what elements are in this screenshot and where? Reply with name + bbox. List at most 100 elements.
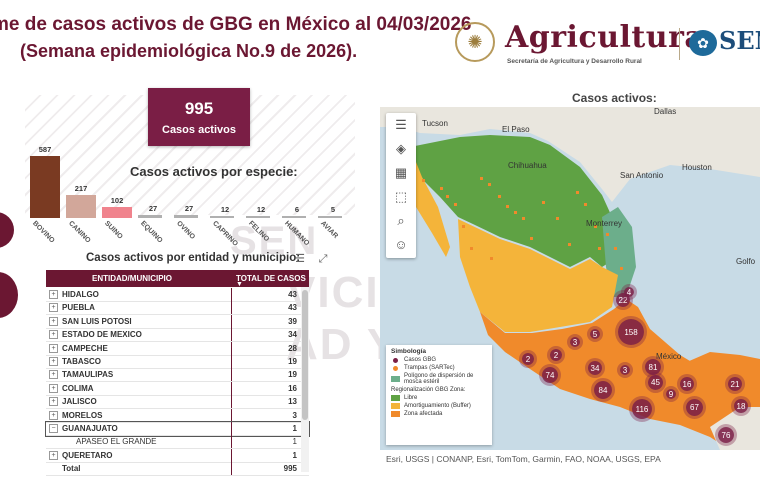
total-cases-card: 995 Casos activos <box>148 88 250 146</box>
case-cluster[interactable]: 5 <box>590 329 600 339</box>
expand-row-icon[interactable]: + <box>49 397 58 407</box>
case-cluster[interactable]: 67 <box>686 399 703 416</box>
case-cluster[interactable]: 21 <box>728 377 742 391</box>
species-bar-value: 5 <box>330 205 336 214</box>
species-bar-felino[interactable] <box>246 216 270 218</box>
row-divider <box>231 448 232 462</box>
row-total: 995 <box>283 464 297 474</box>
species-bar-equino[interactable] <box>138 215 162 218</box>
case-cluster[interactable]: 84 <box>594 381 612 399</box>
expand-row-icon[interactable]: + <box>49 410 58 420</box>
row-total: 3 <box>292 410 297 420</box>
table-row[interactable]: + TAMAULIPAS 19 <box>46 368 309 383</box>
case-cluster[interactable]: 45 <box>648 375 663 390</box>
side-decoration <box>0 272 18 318</box>
table-row[interactable]: + PUEBLA 43 <box>46 301 309 316</box>
case-cluster[interactable]: 74 <box>542 367 558 383</box>
row-divider <box>231 288 232 301</box>
expand-row-icon[interactable]: + <box>49 343 58 353</box>
row-entity: HIDALGO <box>62 290 99 299</box>
case-cluster[interactable]: 3 <box>620 365 630 375</box>
species-bar-aviar[interactable] <box>318 216 342 218</box>
table-row[interactable]: + MORELOS 3 <box>46 408 309 423</box>
expand-row-icon[interactable]: + <box>49 357 58 366</box>
row-entity: CAMPECHE <box>62 343 108 353</box>
species-bar-suino[interactable] <box>102 207 132 218</box>
collapse-row-icon[interactable]: − <box>49 424 58 433</box>
species-bar-ovino[interactable] <box>174 215 198 218</box>
case-cluster[interactable]: 116 <box>632 399 652 419</box>
expand-row-icon[interactable]: + <box>49 370 58 380</box>
expand-row-icon[interactable]: + <box>49 290 58 299</box>
city-dallas: Dallas <box>654 107 677 116</box>
page-title: me de casos activos de GBG en México al … <box>0 12 471 64</box>
select-area-icon[interactable]: ⬚ <box>394 189 408 204</box>
species-bar-canino[interactable] <box>66 195 96 218</box>
species-bar-category: OVINO <box>175 220 196 241</box>
species-bar-caprino[interactable] <box>210 216 234 218</box>
usa-land <box>380 107 760 202</box>
side-decoration <box>0 212 14 248</box>
case-cluster[interactable]: 81 <box>645 359 661 375</box>
row-entity: PUEBLA <box>62 303 95 313</box>
species-bar-category: AVIAR <box>319 220 340 240</box>
species-chart-title: Casos activos por especie: <box>130 164 298 179</box>
city-mexico: México <box>656 352 682 361</box>
case-cluster[interactable]: 3 <box>570 337 580 347</box>
case-cluster[interactable]: 34 <box>588 361 602 375</box>
row-divider <box>231 314 232 328</box>
table-row[interactable]: + HIDALGO 43 <box>46 288 309 302</box>
senasica-brand: SEN <box>719 26 760 55</box>
city-san-antonio: San Antonio <box>620 171 664 180</box>
row-total: 43 <box>288 290 297 299</box>
coat-of-arms-icon: ✺ <box>455 22 495 62</box>
logo-divider <box>679 28 680 60</box>
row-divider <box>231 395 232 409</box>
case-cluster[interactable]: 158 <box>618 319 644 345</box>
filter-icon[interactable]: ☰ <box>295 253 305 265</box>
case-cluster[interactable]: 16 <box>680 377 694 391</box>
case-cluster[interactable]: 9 <box>666 389 676 399</box>
table-scrollbar-thumb[interactable] <box>302 290 308 420</box>
table-row[interactable]: + ESTADO DE MEXICO 34 <box>46 328 309 343</box>
expand-row-icon[interactable]: + <box>49 303 58 313</box>
species-bar-humano[interactable] <box>282 216 306 218</box>
species-bar-value: 12 <box>256 205 266 214</box>
row-divider <box>231 355 232 368</box>
menu-icon[interactable]: ☰ <box>395 117 407 132</box>
user-icon[interactable]: ☺ <box>394 237 408 252</box>
expand-icon[interactable]: ⤢ <box>318 253 328 265</box>
column-entity[interactable]: ENTIDAD/MUNICIPIO <box>92 274 172 283</box>
sort-desc-icon[interactable]: ▼ <box>236 281 243 288</box>
table-row[interactable]: − GUANAJUATO 1 <box>45 421 310 437</box>
case-cluster[interactable]: 2 <box>522 353 534 365</box>
expand-row-icon[interactable]: + <box>49 450 58 460</box>
expand-row-icon[interactable]: + <box>49 330 58 340</box>
case-cluster[interactable]: 76 <box>718 427 734 443</box>
case-cluster[interactable]: 4 <box>624 287 634 297</box>
case-cluster[interactable]: 18 <box>734 399 748 413</box>
row-total: 1 <box>292 450 297 460</box>
table-row[interactable]: + COLIMA 16 <box>46 381 309 396</box>
case-cluster[interactable]: 2 <box>550 349 562 361</box>
layers-icon[interactable]: ◈ <box>396 141 406 156</box>
map-legend: Simbología Casos GBG Trampas (SARTec) Po… <box>386 345 492 445</box>
table-total-row[interactable]: Total 995 <box>46 462 309 477</box>
cases-map[interactable]: Tucson El Paso Dallas Houston San Antoni… <box>380 107 760 450</box>
column-total[interactable]: TOTAL DE CASOS <box>236 274 306 283</box>
table-row[interactable]: + QUERETARO 1 <box>46 448 309 463</box>
table-row[interactable]: + TABASCO 19 <box>46 355 309 369</box>
legend-zone-heading: Regionalización GBG Zona: <box>391 387 466 393</box>
search-icon[interactable]: ⌕ <box>397 213 405 228</box>
table-row[interactable]: + SAN LUIS POTOSI 39 <box>46 314 309 329</box>
agricultura-brand: Agricultura <box>505 20 705 55</box>
expand-row-icon[interactable]: + <box>49 383 58 393</box>
table-row[interactable]: + CAMPECHE 28 <box>46 341 309 356</box>
table-row[interactable]: + JALISCO 13 <box>46 395 309 410</box>
map-toolbar: ☰ ◈ ▦ ⬚ ⌕ ☺ <box>386 113 416 258</box>
table-row[interactable]: APASEO EL GRANDE 1 <box>46 435 309 450</box>
species-bar-bovino[interactable] <box>30 156 60 218</box>
qr-code-icon[interactable]: ▦ <box>394 165 408 180</box>
species-bar-value: 217 <box>74 184 88 194</box>
expand-row-icon[interactable]: + <box>49 316 58 326</box>
